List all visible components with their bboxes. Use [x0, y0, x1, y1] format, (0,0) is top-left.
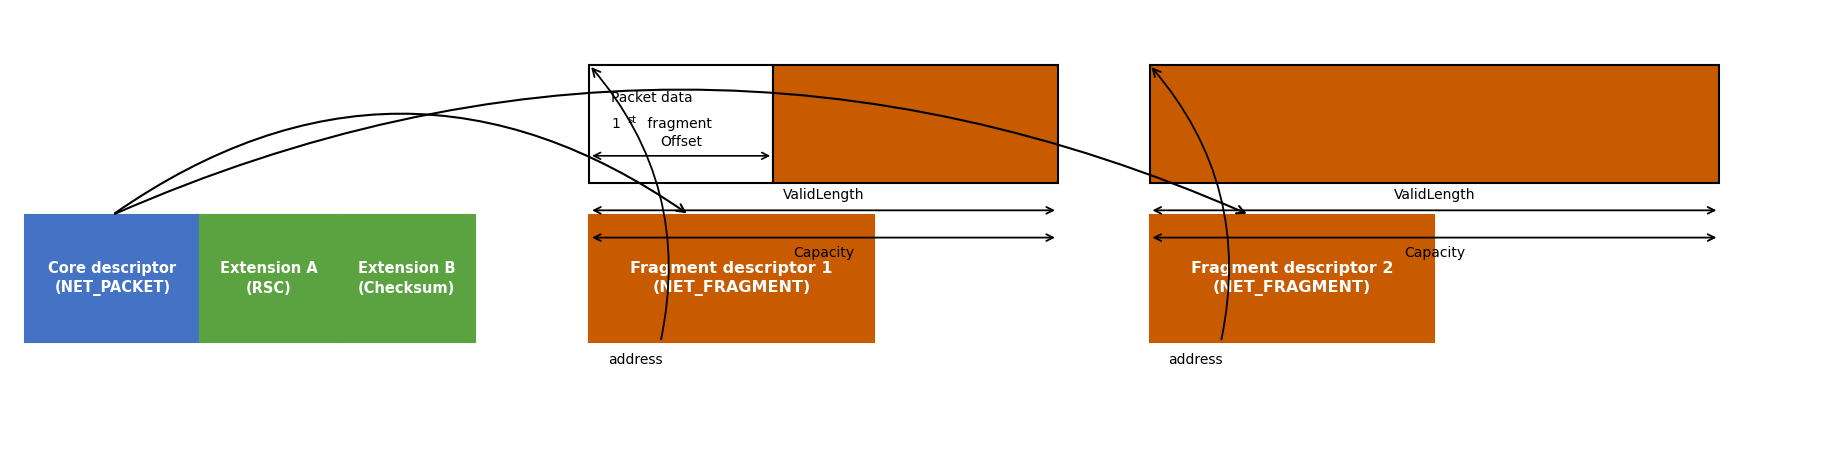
- FancyBboxPatch shape: [588, 215, 874, 342]
- Text: address: address: [1168, 353, 1221, 367]
- Text: Extension A
(RSC): Extension A (RSC): [219, 261, 318, 296]
- FancyBboxPatch shape: [1149, 215, 1434, 342]
- Text: Capacity: Capacity: [793, 246, 853, 260]
- Text: Extension B
(Checksum): Extension B (Checksum): [357, 261, 454, 296]
- FancyBboxPatch shape: [1149, 65, 1718, 183]
- Text: st: st: [627, 116, 636, 126]
- Text: Capacity: Capacity: [1403, 246, 1464, 260]
- FancyBboxPatch shape: [200, 215, 337, 342]
- FancyBboxPatch shape: [26, 215, 200, 342]
- Text: ValidLength: ValidLength: [782, 188, 864, 202]
- Text: ValidLength: ValidLength: [1392, 188, 1475, 202]
- Text: Packet data: Packet data: [611, 91, 693, 105]
- FancyBboxPatch shape: [588, 65, 772, 183]
- Text: Fragment descriptor 1
(NET_FRAGMENT): Fragment descriptor 1 (NET_FRAGMENT): [631, 260, 833, 296]
- Text: address: address: [607, 353, 662, 367]
- FancyBboxPatch shape: [772, 65, 1057, 183]
- Text: Fragment descriptor 2
(NET_FRAGMENT): Fragment descriptor 2 (NET_FRAGMENT): [1190, 260, 1392, 296]
- Text: 1: 1: [611, 117, 620, 131]
- Text: Core descriptor
(NET_PACKET): Core descriptor (NET_PACKET): [48, 260, 177, 296]
- Text: fragment: fragment: [642, 117, 712, 131]
- Text: Offset: Offset: [660, 135, 702, 149]
- FancyBboxPatch shape: [337, 215, 474, 342]
